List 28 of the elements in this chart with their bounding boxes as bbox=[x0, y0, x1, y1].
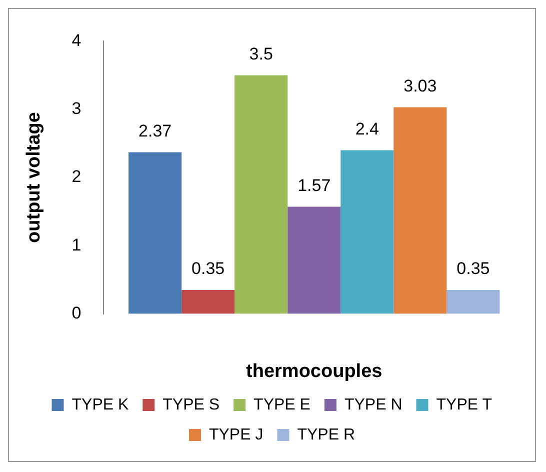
y-tick-label: 4 bbox=[72, 30, 82, 50]
legend-label: TYPE R bbox=[297, 426, 356, 444]
data-label: 3.03 bbox=[404, 76, 437, 96]
bar bbox=[234, 75, 288, 314]
data-label: 2.37 bbox=[138, 121, 172, 140]
bar bbox=[446, 290, 500, 314]
y-tick-label: 2 bbox=[72, 167, 82, 186]
data-label: 0.35 bbox=[192, 259, 225, 278]
legend-label: TYPE E bbox=[254, 396, 310, 414]
data-label: 2.4 bbox=[355, 119, 379, 138]
legend-label: TYPE K bbox=[72, 396, 129, 414]
data-label: 0.35 bbox=[456, 259, 490, 278]
bar bbox=[128, 152, 182, 314]
x-axis-title: thermocouples bbox=[246, 360, 382, 382]
legend-label: TYPE T bbox=[436, 396, 492, 414]
y-axis-title: output voltage bbox=[24, 112, 45, 243]
bar bbox=[288, 206, 341, 314]
data-label: 1.57 bbox=[298, 176, 331, 195]
bar bbox=[182, 290, 235, 314]
y-tick-label: 3 bbox=[72, 99, 82, 118]
legend-label: TYPE J bbox=[208, 426, 264, 444]
bar bbox=[340, 150, 394, 314]
y-tick-label: 1 bbox=[72, 235, 82, 254]
data-label: 3.5 bbox=[249, 44, 273, 64]
bar bbox=[394, 107, 447, 314]
legend-label: TYPE N bbox=[344, 396, 402, 414]
legend-label: TYPE S bbox=[162, 396, 220, 414]
y-tick-label: 0 bbox=[72, 303, 82, 322]
